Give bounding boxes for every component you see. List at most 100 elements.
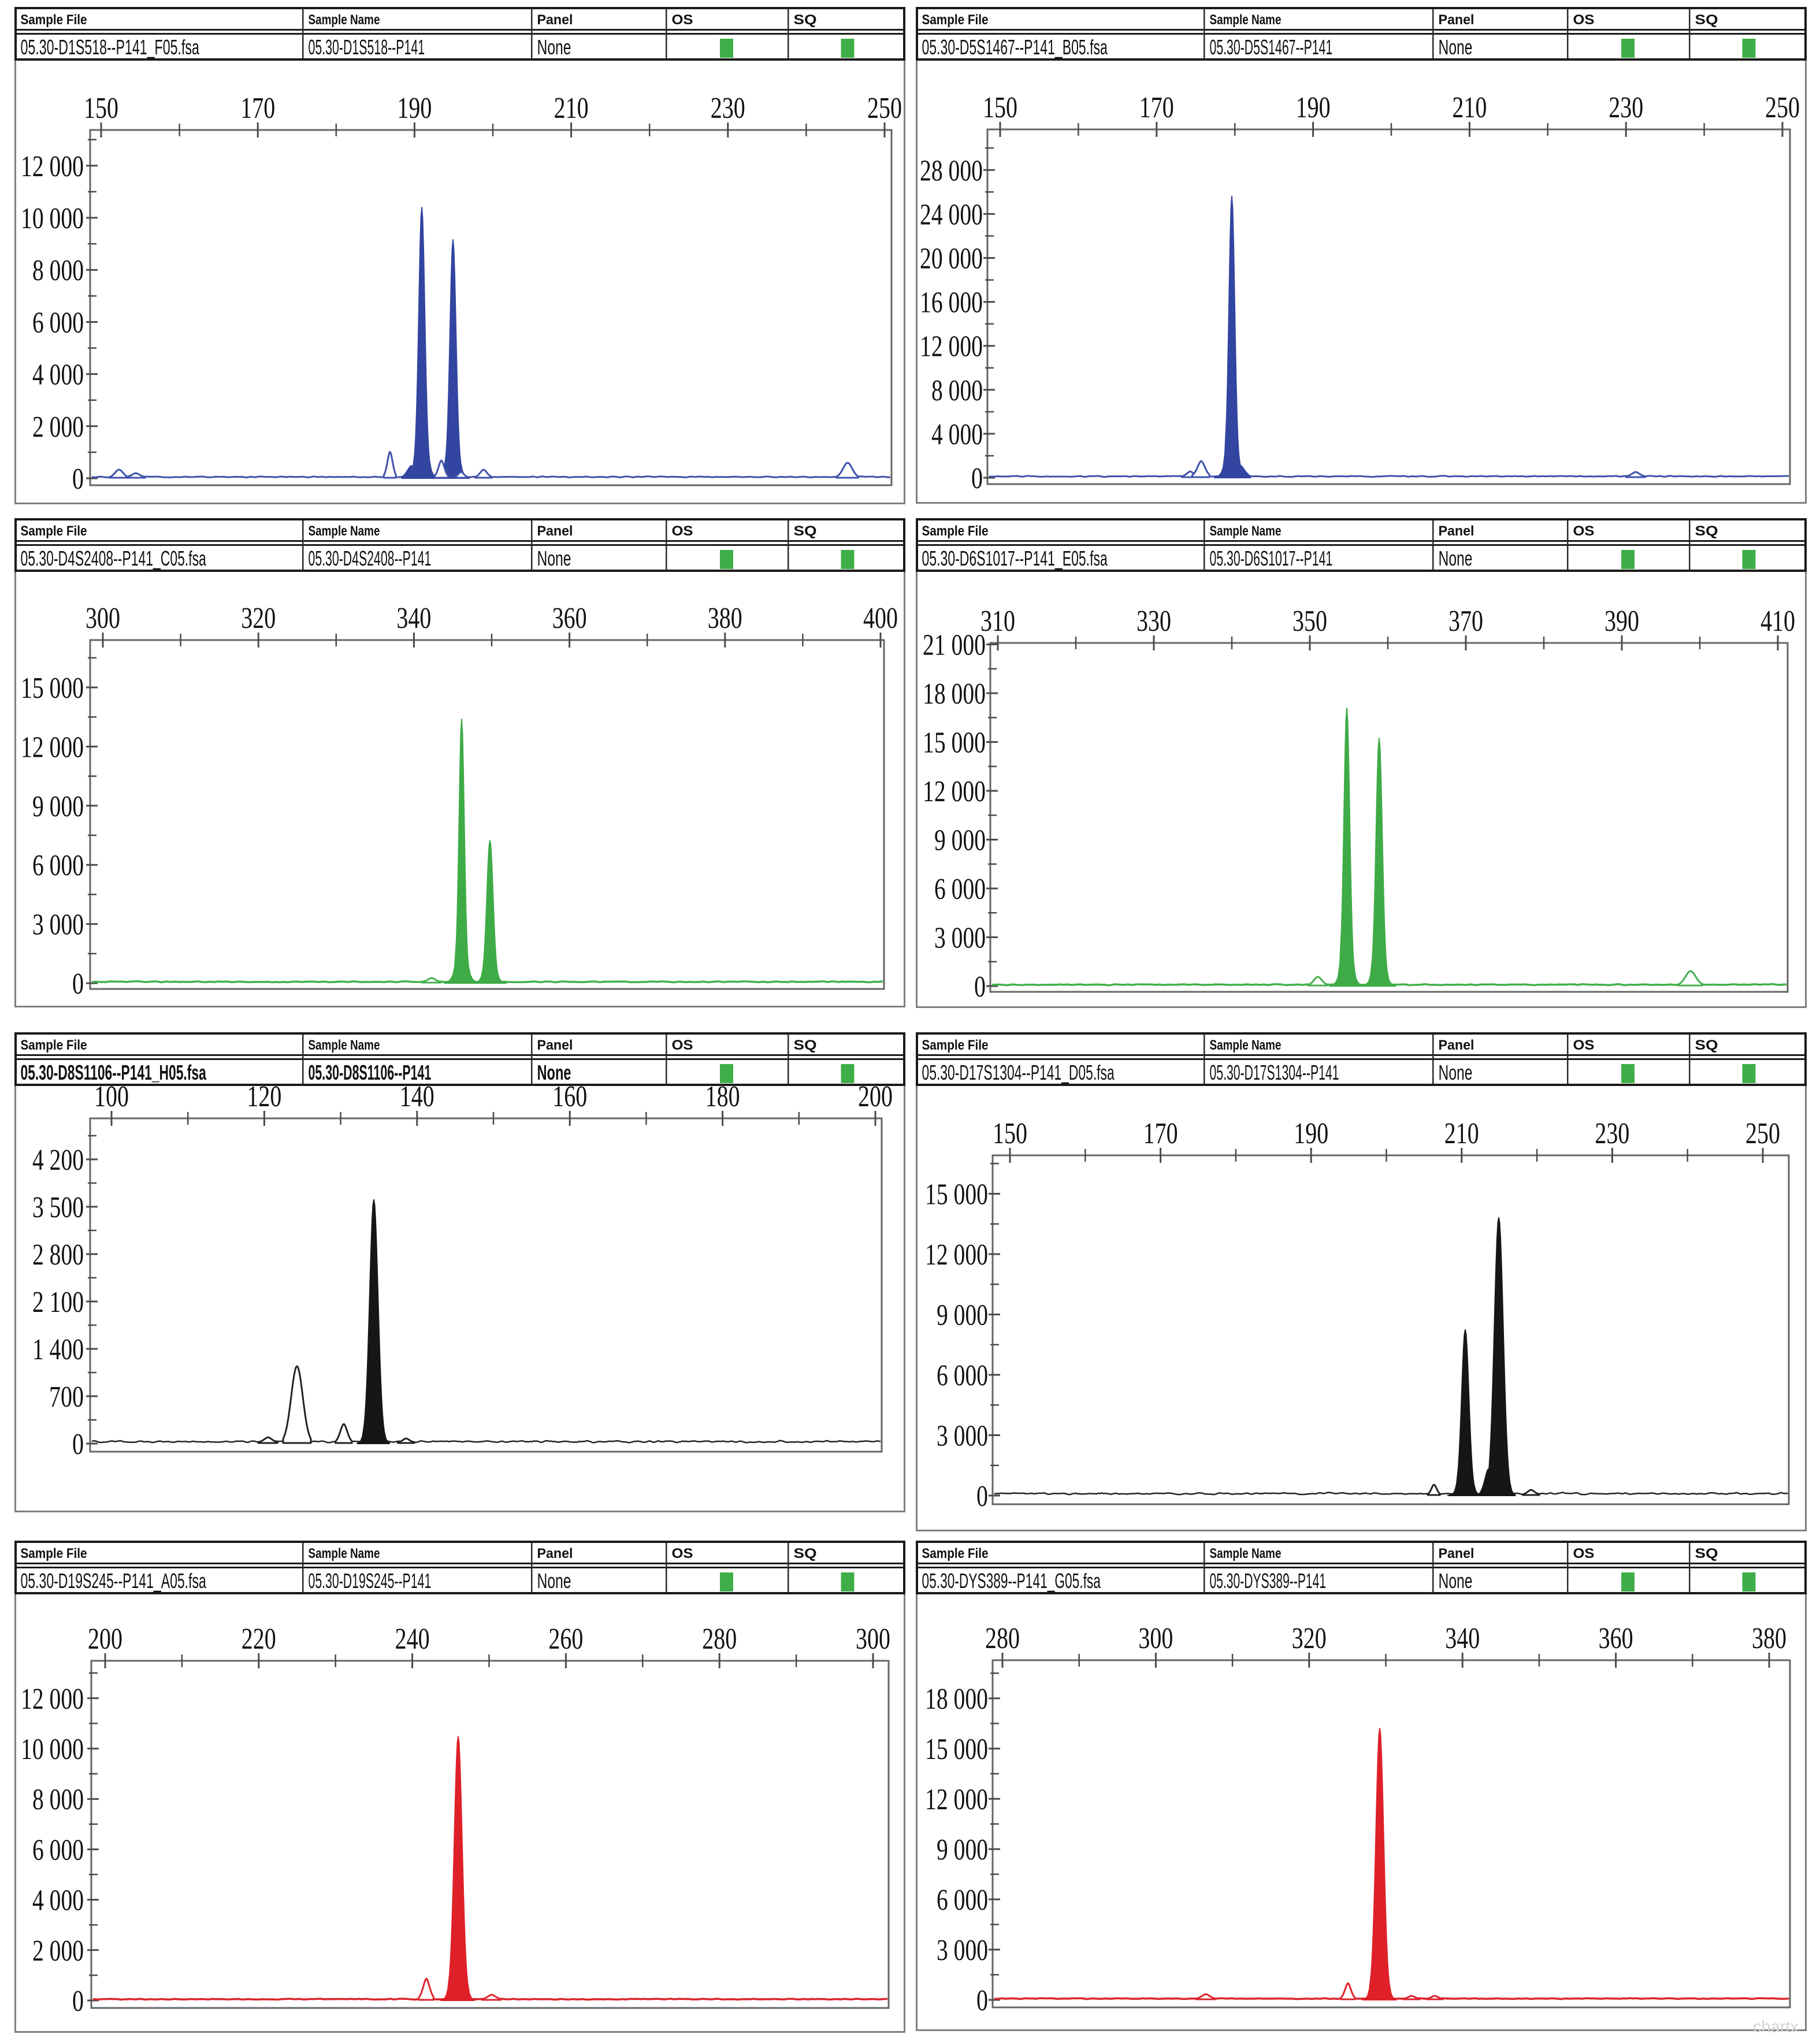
svg-text:200: 200 (88, 1623, 122, 1656)
svg-text:Sample File: Sample File (922, 12, 989, 28)
svg-text:300: 300 (1138, 1622, 1173, 1655)
svg-text:1 400: 1 400 (32, 1333, 84, 1366)
svg-text:05.30-D17S1304--P141: 05.30-D17S1304--P141 (1210, 1061, 1339, 1084)
svg-text:Sample Name: Sample Name (309, 1037, 380, 1053)
svg-text:28 000: 28 000 (920, 154, 983, 187)
svg-text:0: 0 (971, 462, 983, 495)
svg-text:Sample Name: Sample Name (1210, 1546, 1282, 1561)
svg-text:18 000: 18 000 (925, 1683, 988, 1716)
svg-text:280: 280 (985, 1622, 1020, 1655)
svg-text:Sample File: Sample File (922, 523, 989, 539)
svg-text:2 100: 2 100 (32, 1286, 84, 1319)
svg-text:Sample Name: Sample Name (309, 12, 380, 28)
svg-text:6 000: 6 000 (934, 873, 986, 906)
svg-text:9 000: 9 000 (937, 1299, 988, 1332)
svg-text:0: 0 (72, 968, 84, 1001)
svg-text:OS: OS (1573, 523, 1595, 539)
svg-text:170: 170 (1139, 91, 1174, 124)
svg-text:Panel: Panel (1439, 1037, 1474, 1053)
svg-text:2 000: 2 000 (32, 411, 84, 444)
svg-text:6 000: 6 000 (32, 849, 84, 882)
svg-text:700: 700 (49, 1381, 84, 1414)
svg-text:05.30-D19S245--P141: 05.30-D19S245--P141 (309, 1569, 432, 1593)
svg-text:OS: OS (1573, 1037, 1595, 1053)
svg-text:150: 150 (993, 1117, 1027, 1150)
svg-text:170: 170 (1143, 1117, 1178, 1150)
svg-text:OS: OS (1573, 1546, 1595, 1561)
svg-text:120: 120 (247, 1080, 281, 1113)
svg-text:6 000: 6 000 (32, 1834, 84, 1866)
svg-text:OS: OS (672, 1546, 693, 1561)
svg-text:300: 300 (86, 602, 120, 635)
svg-text:15 000: 15 000 (21, 672, 84, 705)
svg-text:4 000: 4 000 (931, 418, 983, 451)
svg-text:12 000: 12 000 (925, 1239, 988, 1271)
svg-text:8 000: 8 000 (32, 254, 84, 287)
svg-text:3 000: 3 000 (937, 1934, 988, 1967)
svg-text:150: 150 (983, 91, 1017, 124)
svg-text:350: 350 (1292, 605, 1327, 638)
svg-text:280: 280 (702, 1623, 737, 1656)
svg-text:Sample File: Sample File (922, 1546, 989, 1561)
svg-text:05.30-D5S1467--P141: 05.30-D5S1467--P141 (1210, 35, 1333, 59)
svg-text:6 000: 6 000 (32, 306, 84, 339)
svg-text:190: 190 (1294, 1117, 1328, 1150)
svg-text:4 000: 4 000 (32, 1884, 84, 1917)
svg-text:360: 360 (1599, 1622, 1633, 1655)
svg-text:Sample Name: Sample Name (1210, 1037, 1282, 1053)
svg-text:200: 200 (858, 1080, 893, 1113)
svg-text:240: 240 (395, 1623, 430, 1656)
svg-text:2 000: 2 000 (32, 1935, 84, 1968)
svg-text:250: 250 (1745, 1117, 1780, 1150)
svg-text:0: 0 (976, 1984, 988, 2017)
svg-text:210: 210 (554, 92, 589, 125)
svg-text:2 800: 2 800 (32, 1239, 84, 1271)
svg-text:260: 260 (548, 1623, 583, 1656)
svg-text:12 000: 12 000 (21, 731, 84, 764)
svg-text:190: 190 (1296, 91, 1331, 124)
svg-text:Sample File: Sample File (21, 523, 87, 539)
svg-text:12 000: 12 000 (925, 1783, 988, 1816)
svg-text:Panel: Panel (537, 12, 573, 28)
svg-text:Panel: Panel (1439, 1546, 1474, 1561)
svg-text:6 000: 6 000 (937, 1359, 988, 1392)
svg-text:05.30-D4S2408--P141: 05.30-D4S2408--P141 (309, 546, 432, 570)
svg-text:340: 340 (1445, 1622, 1480, 1655)
svg-text:8 000: 8 000 (931, 374, 983, 407)
svg-text:400: 400 (863, 602, 898, 635)
svg-text:170: 170 (240, 92, 275, 125)
svg-text:05.30-D17S1304--P141_D05.fsa: 05.30-D17S1304--P141_D05.fsa (922, 1061, 1115, 1084)
svg-text:16 000: 16 000 (920, 287, 983, 319)
svg-text:Sample Name: Sample Name (309, 1546, 380, 1561)
svg-text:None: None (537, 1061, 571, 1084)
svg-text:330: 330 (1136, 605, 1171, 638)
svg-text:SQ: SQ (794, 12, 817, 28)
svg-text:Sample File: Sample File (21, 1546, 87, 1561)
svg-text:3 000: 3 000 (934, 922, 986, 955)
svg-text:Sample Name: Sample Name (309, 523, 380, 539)
svg-text:SQ: SQ (794, 1037, 817, 1053)
svg-text:None: None (1439, 1061, 1473, 1084)
svg-text:12 000: 12 000 (920, 330, 983, 363)
svg-text:SQ: SQ (1695, 523, 1718, 539)
svg-text:250: 250 (1765, 91, 1800, 124)
svg-text:310: 310 (980, 605, 1015, 638)
svg-text:None: None (537, 546, 571, 570)
svg-text:220: 220 (242, 1623, 276, 1656)
svg-text:05.30-D5S1467--P141_B05.fsa: 05.30-D5S1467--P141_B05.fsa (922, 35, 1108, 59)
svg-text:250: 250 (867, 92, 902, 125)
svg-text:None: None (1439, 1569, 1473, 1593)
svg-text:300: 300 (856, 1623, 890, 1656)
svg-text:05.30-D6S1017--P141: 05.30-D6S1017--P141 (1210, 546, 1333, 570)
svg-text:15 000: 15 000 (925, 1178, 988, 1211)
svg-text:None: None (1439, 546, 1473, 570)
svg-text:390: 390 (1604, 605, 1639, 638)
svg-text:15 000: 15 000 (925, 1733, 988, 1766)
svg-text:None: None (537, 1569, 571, 1593)
svg-text:8 000: 8 000 (32, 1783, 84, 1816)
svg-text:210: 210 (1444, 1117, 1479, 1150)
svg-text:9 000: 9 000 (937, 1834, 988, 1866)
svg-text:160: 160 (552, 1080, 587, 1113)
svg-text:0: 0 (72, 1428, 84, 1461)
svg-text:15 000: 15 000 (923, 727, 986, 760)
